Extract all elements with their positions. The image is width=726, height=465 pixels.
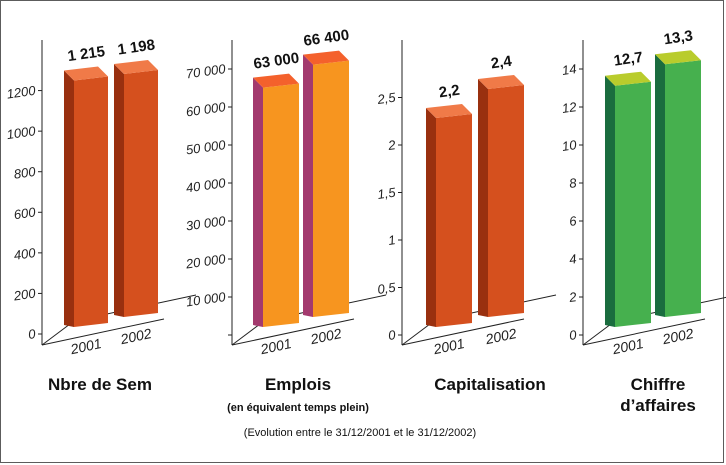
bar-top-3-0	[605, 71, 651, 86]
bar-side-2-1	[478, 79, 488, 317]
y-tick-label-0-2: 400	[13, 245, 37, 263]
y-tick-label-2-1: 0,5	[376, 280, 397, 297]
bar-side-0-1	[114, 63, 124, 317]
value-label-1-1: 66 400	[302, 27, 350, 50]
value-label-3-1: 13,3	[663, 27, 694, 48]
y-tick-label-1-7: 70 000	[185, 61, 227, 81]
y-tick-label-3-5: 10	[561, 137, 578, 154]
bar-top-3-1	[655, 50, 701, 65]
value-label-2-0: 2,2	[438, 82, 461, 102]
bar-1-1	[313, 60, 349, 318]
value-label-0-0: 1 215	[67, 43, 107, 65]
chart-subtitle-emplois: (en équivalent temps plein)	[227, 402, 369, 414]
bar-2-1	[488, 85, 524, 317]
y-tick-label-1-4: 40 000	[185, 175, 227, 195]
y-tick-label-0-4: 800	[13, 164, 37, 182]
chart-title-emplois: Emplois	[264, 375, 332, 394]
value-label-0-1: 1 198	[117, 36, 157, 58]
y-tick-label-1-2: 20 000	[184, 251, 227, 272]
category-label-2-0: 2001	[431, 335, 466, 357]
chart-title-sem: Nbre de Sem	[48, 375, 152, 394]
bar-1-0	[263, 83, 299, 327]
bar-top-2-0	[426, 104, 472, 118]
bar-3-0	[615, 81, 651, 327]
value-label-1-0: 63 000	[252, 50, 300, 73]
y-tick-label-0-1: 200	[12, 285, 37, 303]
bar-top-2-1	[478, 75, 524, 89]
bar-top-0-1	[114, 59, 158, 74]
base-front-line-2	[401, 318, 525, 346]
y-tick-label-0-3: 600	[13, 204, 37, 222]
value-label-2-1: 2,4	[490, 53, 514, 73]
category-label-3-1: 2002	[660, 325, 695, 347]
footnote: (Evolution entre le 31/12/2001 et le 31/…	[243, 427, 477, 439]
y-tick-label-3-4: 8	[568, 175, 578, 191]
y-tick-label-2-3: 1,5	[376, 185, 397, 202]
base-front-line-0	[41, 318, 165, 346]
y-tick-label-2-5: 2,5	[375, 90, 397, 108]
chart-title-capitalisation: Capitalisation	[434, 375, 546, 394]
bar-2-0	[436, 114, 472, 327]
category-label-1-1: 2002	[308, 325, 343, 347]
value-label-3-0: 12,7	[613, 49, 644, 70]
y-tick-label-1-3: 30 000	[185, 213, 227, 233]
category-label-1-0: 2001	[258, 335, 293, 357]
y-tick-label-0-5: 1000	[6, 123, 37, 142]
y-tick-label-3-2: 4	[568, 251, 577, 267]
base-front-line-1	[231, 318, 355, 346]
category-label-0-0: 2001	[68, 335, 103, 357]
bar-side-1-1	[303, 54, 313, 318]
y-tick-label-0-6: 1200	[6, 83, 37, 102]
y-tick-label-1-1: 10 000	[185, 289, 227, 309]
bar-3-1	[665, 60, 701, 318]
chart-title-chiffre: Chiffre d’affaires	[620, 375, 696, 415]
bar-side-2-0	[426, 108, 436, 327]
y-tick-label-2-2: 1	[387, 232, 396, 248]
bar-top-1-0	[253, 73, 299, 88]
y-tick-label-2-0: 0	[387, 327, 397, 343]
bar-side-3-1	[655, 54, 665, 318]
y-tick-label-1-5: 50 000	[185, 137, 227, 157]
bar-side-3-0	[605, 75, 615, 327]
bar-0-1	[124, 69, 158, 317]
category-label-0-1: 2002	[118, 325, 153, 347]
base-front-line-3	[582, 318, 706, 346]
category-label-3-0: 2001	[610, 335, 645, 357]
y-tick-label-1-6: 60 000	[185, 99, 227, 119]
y-tick-label-3-0: 0	[568, 327, 578, 343]
bar-top-0-0	[64, 66, 108, 81]
y-tick-label-3-7: 14	[561, 61, 577, 78]
y-tick-label-3-1: 2	[567, 289, 578, 305]
y-tick-label-0-0: 0	[27, 326, 37, 342]
category-label-2-1: 2002	[483, 325, 518, 347]
bar-side-1-0	[253, 77, 263, 327]
bar-0-0	[74, 76, 108, 328]
y-tick-label-3-3: 6	[568, 213, 578, 229]
bar-side-0-0	[64, 70, 74, 328]
y-tick-label-2-4: 2	[386, 137, 397, 153]
bar-top-1-1	[303, 50, 349, 65]
y-tick-label-3-6: 12	[561, 99, 578, 116]
